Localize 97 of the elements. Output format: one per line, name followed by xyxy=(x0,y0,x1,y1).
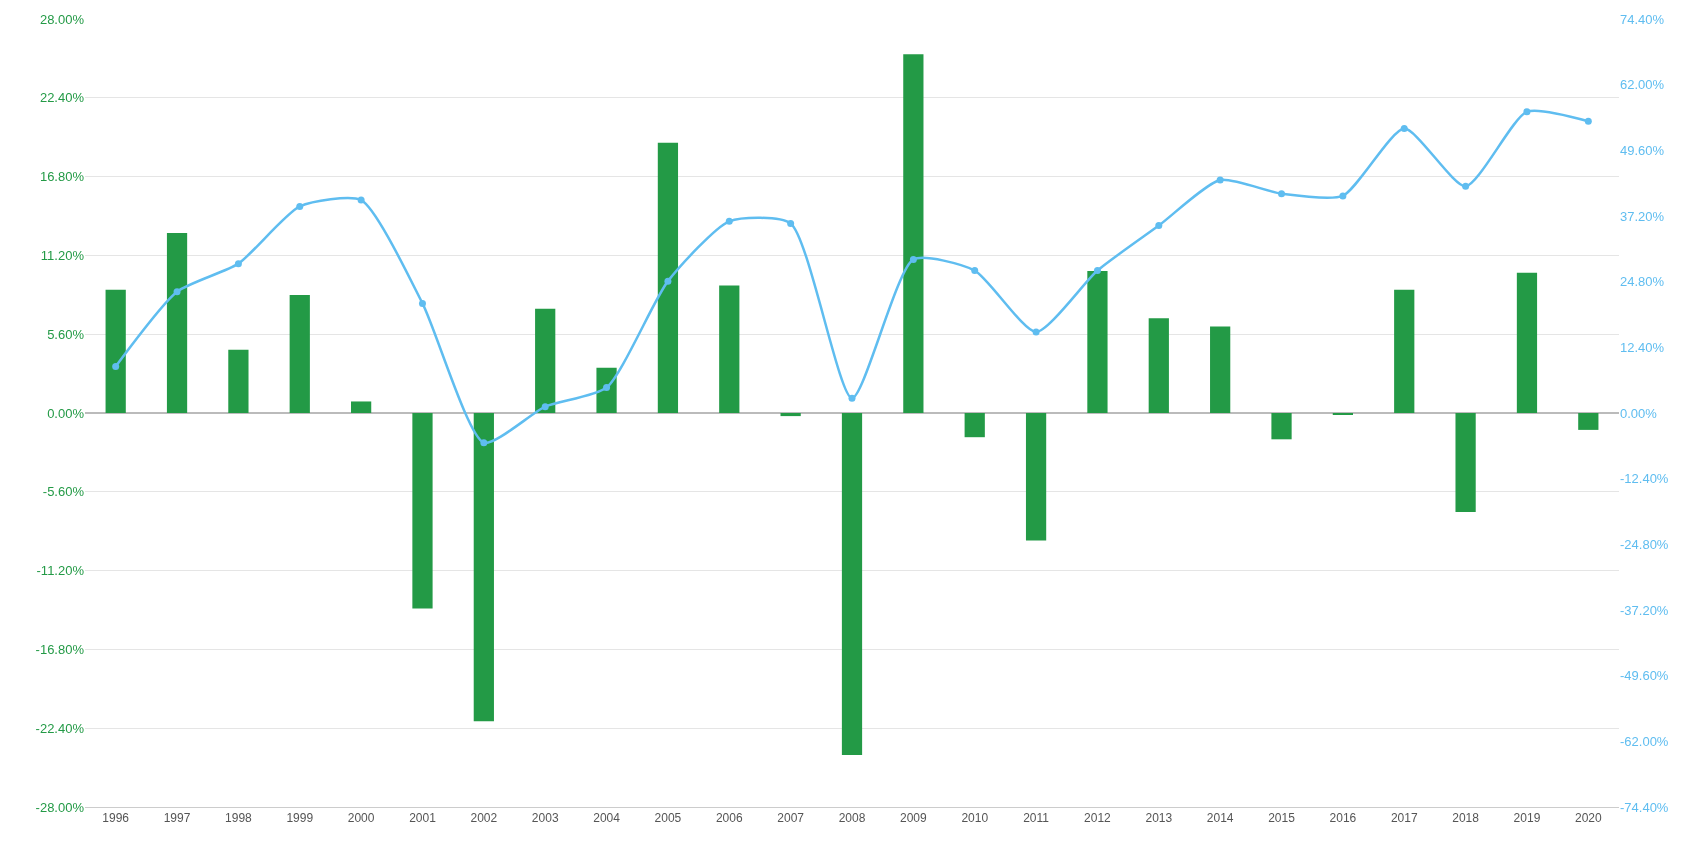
point xyxy=(173,288,181,296)
y2-tick-label: -12.40% xyxy=(1620,471,1669,487)
x-tick-label: 2018 xyxy=(1452,811,1480,826)
bar xyxy=(1516,272,1538,413)
y2-tick-label: 49.60% xyxy=(1620,142,1665,158)
point xyxy=(1093,267,1101,275)
point xyxy=(296,202,304,210)
y2-tick-label: 62.00% xyxy=(1620,77,1665,93)
point xyxy=(1523,108,1531,116)
bar xyxy=(289,294,310,413)
y-tick-label: -5.60% xyxy=(42,484,85,500)
y-tick-label: 11.20% xyxy=(40,247,85,263)
y-tick-label: 22.40% xyxy=(39,90,85,106)
y-tick-label: -28.00% xyxy=(35,799,85,815)
x-tick-label: 2001 xyxy=(409,811,437,826)
y2-tick-label: -49.60% xyxy=(1620,668,1669,684)
x-tick-label: 2017 xyxy=(1390,811,1418,826)
y2-tick-label: -62.00% xyxy=(1620,733,1669,749)
bar xyxy=(841,413,863,755)
bar xyxy=(1148,318,1169,413)
bar xyxy=(657,142,679,413)
point xyxy=(971,267,979,275)
y2-tick-label: 24.80% xyxy=(1620,274,1665,290)
bar xyxy=(228,349,249,413)
point xyxy=(909,255,917,263)
x-tick-label: 2011 xyxy=(1023,811,1050,826)
bar xyxy=(1087,270,1108,413)
bar xyxy=(105,289,126,413)
y-tick-label: 16.80% xyxy=(39,169,85,185)
x-tick-label: 1999 xyxy=(286,811,314,826)
x-tick-label: 2019 xyxy=(1513,811,1541,826)
bar xyxy=(1025,413,1047,541)
y-tick-label: 0.00% xyxy=(47,405,85,421)
point xyxy=(1584,117,1592,125)
point xyxy=(357,196,365,204)
point xyxy=(1339,192,1347,200)
point xyxy=(234,260,242,268)
point xyxy=(787,219,795,227)
bar xyxy=(1271,413,1292,440)
bar xyxy=(473,413,494,722)
x-tick-label: 2005 xyxy=(654,811,682,826)
x-tick-label: 2003 xyxy=(531,811,559,826)
x-tick-label: 2007 xyxy=(777,811,805,826)
y2-tick-label: 0.00% xyxy=(1620,405,1658,421)
x-tick-label: 2004 xyxy=(593,811,621,826)
bar xyxy=(351,401,372,413)
y-tick-label: -16.80% xyxy=(35,641,85,657)
y2-tick-label: -37.20% xyxy=(1620,602,1669,618)
point xyxy=(1400,125,1408,133)
y-tick-label: 28.00% xyxy=(39,11,85,27)
bar xyxy=(964,413,985,438)
x-tick-label: 2010 xyxy=(961,811,989,826)
x-tick-label: 2012 xyxy=(1084,811,1112,826)
y-tick-label: -22.40% xyxy=(35,720,85,736)
point xyxy=(1462,182,1470,190)
bar xyxy=(1210,326,1231,413)
point xyxy=(725,217,733,225)
bar xyxy=(1394,289,1415,413)
y-tick-label: 5.60% xyxy=(47,326,85,342)
point xyxy=(480,439,488,447)
x-tick-label: 2000 xyxy=(347,811,375,826)
point xyxy=(664,277,672,285)
point xyxy=(603,384,611,392)
x-tick-label: 2002 xyxy=(470,811,498,826)
point xyxy=(112,362,120,370)
x-tick-label: 2009 xyxy=(900,811,928,826)
x-tick-label: 1996 xyxy=(102,811,130,826)
x-tick-label: 1997 xyxy=(163,811,191,826)
point xyxy=(1278,190,1286,198)
bar xyxy=(780,413,801,417)
point xyxy=(1032,328,1040,336)
x-tick-label: 2014 xyxy=(1206,811,1234,826)
bar xyxy=(1578,413,1599,430)
x-tick-label: 2016 xyxy=(1329,811,1357,826)
x-tick-label: 2008 xyxy=(838,811,866,826)
y2-tick-label: 37.20% xyxy=(1620,208,1665,224)
y2-tick-label: 74.40% xyxy=(1620,11,1665,27)
bar xyxy=(1455,413,1476,513)
point xyxy=(541,403,549,411)
bar xyxy=(166,232,188,413)
y2-tick-label: -74.40% xyxy=(1620,799,1669,815)
x-tick-label: 2006 xyxy=(715,811,743,826)
x-tick-label: 2015 xyxy=(1268,811,1296,826)
point xyxy=(1216,176,1224,184)
x-tick-label: 1998 xyxy=(225,811,253,826)
y2-tick-label: 12.40% xyxy=(1620,339,1665,355)
bar xyxy=(903,54,924,413)
bar xyxy=(535,308,556,413)
point xyxy=(1155,222,1163,230)
bar xyxy=(719,285,740,413)
y-tick-label: -11.20% xyxy=(36,563,85,579)
x-tick-label: 2013 xyxy=(1145,811,1173,826)
x-tick-label: 2020 xyxy=(1574,811,1602,826)
point xyxy=(418,299,426,307)
point xyxy=(848,394,856,402)
bar xyxy=(412,413,433,609)
y2-tick-label: -24.80% xyxy=(1620,536,1669,552)
